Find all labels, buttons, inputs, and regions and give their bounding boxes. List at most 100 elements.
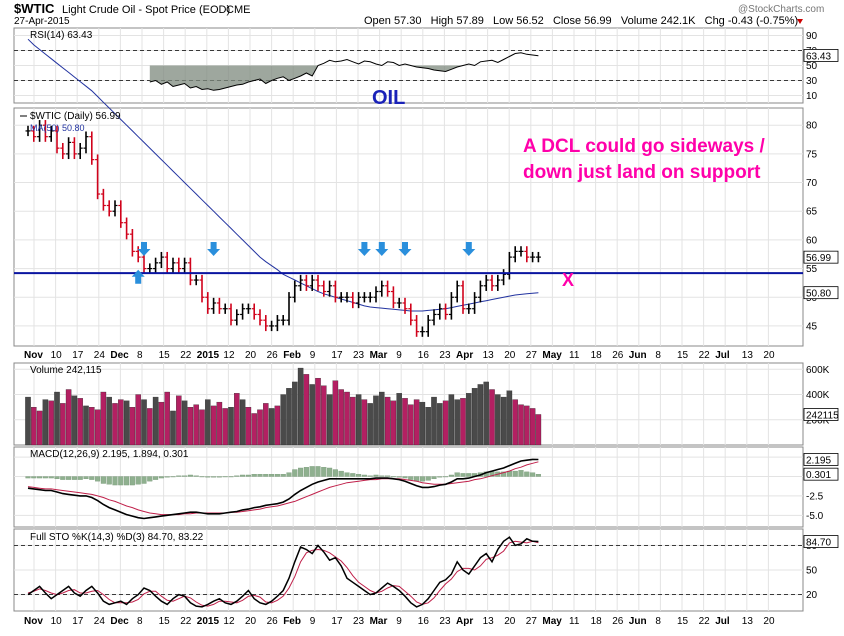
macd-last-value-text: 2.195 <box>806 455 831 466</box>
macd-hist-last-value-text: 0.301 <box>806 470 831 481</box>
x-tick-label: Jun <box>629 350 647 361</box>
volume-bar <box>158 401 165 446</box>
volume-bar <box>408 404 414 446</box>
x-tick-label: 9 <box>396 350 402 361</box>
histogram-bar <box>42 476 48 479</box>
volume-bar <box>529 408 536 446</box>
x-tick-label: Feb <box>283 350 301 361</box>
x-tick-label: 27 <box>526 350 538 361</box>
histogram-bar <box>257 474 263 477</box>
x-tick-label: Jul <box>715 616 730 627</box>
macd-hist-last-value-box <box>803 467 839 481</box>
volume-bar <box>437 403 443 446</box>
y-tick-label: 600K <box>806 365 830 376</box>
y-tick-label: 30 <box>806 76 818 87</box>
x-tick-label: 8 <box>655 616 661 627</box>
histogram-bar <box>448 474 454 477</box>
x-tick-label: 16 <box>418 616 430 627</box>
price-bar <box>483 274 489 291</box>
x-tick-label: 9 <box>310 616 316 627</box>
x-tick-label: 20 <box>245 616 257 627</box>
volume-bar <box>147 408 153 446</box>
price-bar <box>71 137 77 160</box>
down-triangle-icon <box>797 19 803 24</box>
price-bar <box>216 297 222 314</box>
ma50-line <box>27 38 539 312</box>
volume-bar <box>181 400 188 446</box>
x-tick-label: 17 <box>72 350 84 361</box>
price-bar <box>54 125 60 154</box>
volume-bar <box>413 399 420 446</box>
volume-bar <box>210 405 217 446</box>
volume-bar <box>71 395 78 446</box>
histogram-bar <box>332 469 338 477</box>
volume-bar <box>48 400 54 446</box>
price-bar <box>431 309 437 326</box>
rsi-title-text: RSI(14) 63.43 <box>30 30 93 41</box>
down-arrow-icon <box>398 241 412 256</box>
volume-bar <box>431 396 437 446</box>
histogram-bar <box>373 474 379 477</box>
histogram-bar <box>141 476 147 484</box>
price-bar <box>95 154 101 200</box>
x-tick-label: 11 <box>569 350 580 361</box>
volume-bar <box>257 409 263 446</box>
x-tick-label: Mar <box>370 350 388 361</box>
price-bar <box>506 251 512 280</box>
rsi-last-value-box <box>803 49 839 62</box>
x-tick-label: 26 <box>612 350 624 361</box>
annotation-line-2: down just land on support <box>523 162 761 183</box>
price-bar <box>472 292 478 314</box>
x-marker: X <box>562 270 574 290</box>
price-bar <box>83 131 89 154</box>
histogram-bar <box>338 470 344 477</box>
histogram-bar <box>222 476 228 478</box>
price-bar <box>147 263 153 274</box>
x-tick-label: 24 <box>94 350 106 361</box>
histogram-bar <box>437 476 443 478</box>
histogram-bar <box>292 469 298 477</box>
volume-last-value-box <box>803 408 839 421</box>
x-tick-label: 17 <box>72 616 84 627</box>
histogram-bar <box>408 476 414 480</box>
x-tick-label: 12 <box>223 350 235 361</box>
y-tick-label: 20 <box>806 590 818 601</box>
down-arrow-icon <box>137 241 151 256</box>
x-tick-label: 23 <box>353 350 365 361</box>
quote-line: Open 57.30 High 57.89 Low 56.52 Close 56… <box>364 15 798 27</box>
x-tick-label: 10 <box>51 616 63 627</box>
ma-last-value-text: 50.80 <box>806 289 831 300</box>
histogram-bar <box>211 476 217 478</box>
volume-bar <box>495 394 501 446</box>
histogram-bar <box>402 476 408 479</box>
rsi-line <box>149 52 539 91</box>
price-bar <box>460 280 466 314</box>
x-tick-label: 8 <box>137 616 143 627</box>
histogram-bar <box>298 467 304 477</box>
histogram-bar <box>356 474 362 477</box>
volume-bar <box>65 389 72 446</box>
price-bar <box>315 274 321 291</box>
histogram-bar <box>153 476 159 480</box>
price-bar <box>443 303 449 320</box>
x-tick-label: 10 <box>51 350 63 361</box>
volume-bar <box>442 400 449 446</box>
sto-d-line <box>27 540 539 607</box>
price-bar <box>286 292 292 326</box>
price-bar <box>66 137 72 160</box>
price-bar <box>321 280 327 297</box>
price-bar <box>390 286 396 309</box>
histogram-bar <box>269 474 275 477</box>
price-bar <box>425 315 431 337</box>
x-tick-label: 23 <box>353 616 365 627</box>
price-bar <box>269 320 275 332</box>
x-tick-label: May <box>542 350 562 361</box>
macd-signal-line <box>27 461 539 516</box>
histogram-bar <box>147 476 153 482</box>
volume-bar <box>141 399 147 446</box>
histogram-bar <box>54 476 60 479</box>
histogram-bar <box>419 476 425 482</box>
